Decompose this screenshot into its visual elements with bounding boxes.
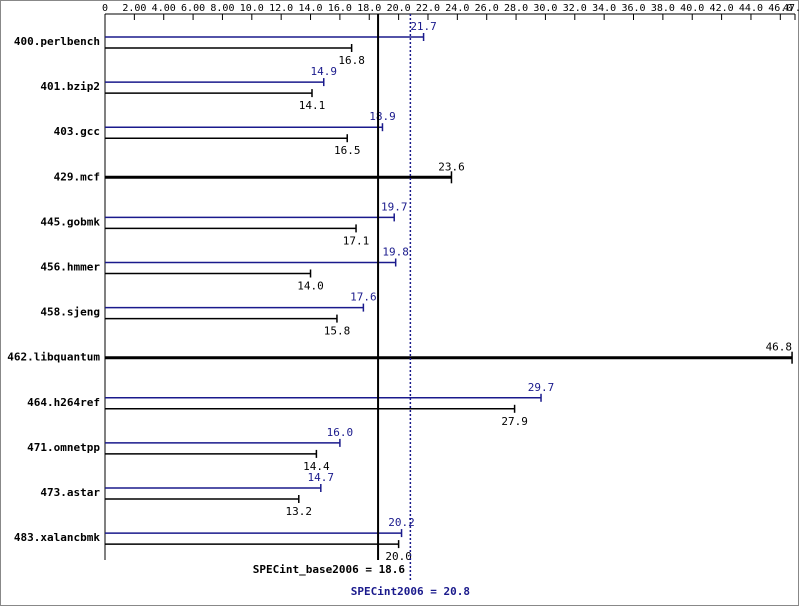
x-tick-label: 34.0	[592, 3, 616, 14]
category-label: 400.perlbench	[14, 35, 100, 48]
value-label: 14.0	[297, 280, 324, 293]
value-label: 14.9	[310, 65, 337, 78]
x-tick-label: 26.0	[475, 3, 499, 14]
value-label: 19.7	[381, 200, 408, 213]
x-tick-label: 22.0	[416, 3, 440, 14]
x-tick-label: 2.00	[122, 3, 146, 14]
category-label: 473.astar	[40, 486, 100, 499]
category-label: 429.mcf	[54, 170, 100, 183]
value-label: 20.0	[385, 550, 412, 563]
value-label: 16.0	[327, 426, 354, 439]
value-label: 27.9	[501, 415, 528, 428]
x-tick-label: 20.0	[387, 3, 411, 14]
category-label: 458.sjeng	[40, 306, 100, 319]
x-tick-label: 8.00	[210, 3, 234, 14]
value-label: 13.2	[286, 505, 313, 518]
x-tick-label: 44.0	[739, 3, 763, 14]
x-tick-label: 40.0	[680, 3, 704, 14]
x-tick-label: 47.0	[783, 3, 799, 14]
x-tick-label: 38.0	[651, 3, 675, 14]
value-label: 17.6	[350, 291, 377, 304]
x-tick-label: 36.0	[621, 3, 645, 14]
value-label: 14.4	[303, 460, 330, 473]
x-tick-label: 12.0	[269, 3, 293, 14]
value-label: 15.8	[324, 325, 351, 338]
category-label: 483.xalancbmk	[14, 531, 100, 544]
x-tick-label: 18.0	[357, 3, 381, 14]
reference-label: SPECint_base2006 = 18.6	[253, 563, 406, 576]
value-label: 20.2	[388, 516, 415, 529]
x-tick-label: 0	[102, 3, 108, 14]
value-label: 17.1	[343, 234, 370, 247]
value-label: 29.7	[528, 381, 555, 394]
value-label: 23.6	[438, 160, 465, 173]
category-label: 471.omnetpp	[27, 441, 100, 454]
value-label: 18.9	[369, 110, 396, 123]
x-tick-label: 24.0	[445, 3, 469, 14]
x-tick-label: 46.0	[768, 3, 792, 14]
x-tick-label: 28.0	[504, 3, 528, 14]
category-label: 456.hmmer	[40, 261, 100, 274]
x-tick-label: 4.00	[152, 3, 176, 14]
reference-label: SPECint2006 = 20.8	[351, 585, 470, 598]
value-label: 19.8	[382, 246, 409, 259]
x-tick-label: 14.0	[298, 3, 322, 14]
category-label: 403.gcc	[54, 125, 100, 138]
x-tick-label: 30.0	[533, 3, 557, 14]
x-tick-label: 32.0	[563, 3, 587, 14]
x-tick-label: 10.0	[240, 3, 264, 14]
x-tick-label: 16.0	[328, 3, 352, 14]
category-label: 401.bzip2	[40, 80, 100, 93]
x-tick-label: 6.00	[181, 3, 205, 14]
category-label: 464.h264ref	[27, 396, 100, 409]
category-label: 445.gobmk	[40, 215, 100, 228]
value-label: 21.7	[410, 20, 437, 33]
value-label: 14.7	[308, 471, 335, 484]
x-tick-label: 42.0	[710, 3, 734, 14]
value-label: 14.1	[299, 99, 326, 112]
value-label: 46.8	[766, 341, 793, 354]
value-label: 16.8	[338, 54, 365, 67]
category-label: 462.libquantum	[7, 351, 100, 364]
value-label: 16.5	[334, 144, 361, 157]
